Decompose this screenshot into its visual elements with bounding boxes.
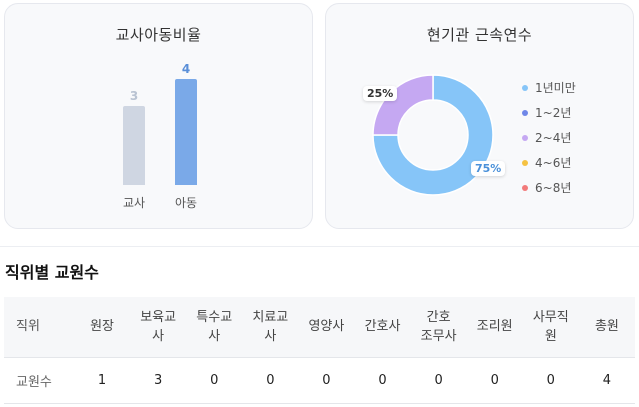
column-header: 총원 — [578, 297, 635, 358]
bar-category-label: 아동 — [174, 196, 198, 210]
column-header: 사무직 원 — [522, 297, 579, 358]
ratio-card-title: 교사아동비율 — [115, 26, 202, 44]
ratio-card: 교사아동비율 3 교사 4 아동 — [4, 3, 313, 229]
column-header: 직위 — [4, 297, 74, 358]
row-label: 교원수 — [4, 357, 74, 404]
slice-label-2-4y: 25% — [363, 86, 398, 101]
tenure-donut-chart — [372, 74, 494, 196]
table-cell: 1 — [74, 357, 131, 404]
table-cell: 0 — [410, 357, 467, 404]
table-header-row: 직위 원장 보육교 사 특수교 사 치료교 사 영양사 간호사 간호 조무사 조리원 사… — [4, 297, 635, 358]
bar-교사 — [123, 105, 145, 185]
bar-value-label: 4 — [181, 62, 191, 76]
tenure-card-title: 현기관 근속연수 — [426, 26, 533, 44]
table-cell: 0 — [298, 357, 355, 404]
table-cell: 3 — [130, 357, 187, 404]
legend-dot-icon — [522, 184, 528, 191]
legend-dot-icon — [522, 84, 528, 91]
legend-dot-icon — [522, 159, 528, 166]
bar-value-label: 3 — [129, 88, 139, 103]
legend-item: 1~2년 — [522, 100, 576, 125]
staff-section-title: 직위별 교원수 — [5, 263, 99, 282]
column-header: 간호사 — [354, 297, 411, 358]
column-header: 보육교 사 — [130, 297, 187, 358]
tenure-legend: 1년미만 1~2년 2~4년 4~6년 6~8년 — [522, 75, 576, 200]
slice-label-under-1y: 75% — [471, 161, 506, 176]
column-header: 특수교 사 — [186, 297, 243, 358]
legend-dot-icon — [522, 134, 528, 141]
legend-label: 6~8년 — [535, 181, 572, 195]
table-row: 교원수 1 3 0 0 0 0 0 0 0 4 — [4, 357, 635, 404]
legend-label: 2~4년 — [535, 131, 572, 145]
bar-category-label: 교사 — [122, 196, 146, 210]
legend-item: 2~4년 — [522, 125, 576, 150]
table-cell: 0 — [466, 357, 523, 404]
legend-label: 1년미만 — [535, 81, 576, 95]
column-header: 원장 — [74, 297, 131, 358]
section-divider — [0, 246, 639, 247]
legend-dot-icon — [522, 109, 528, 116]
table-cell: 4 — [578, 357, 635, 404]
legend-label: 4~6년 — [535, 156, 572, 170]
column-header: 조리원 — [466, 297, 523, 358]
table-cell: 0 — [186, 357, 243, 404]
staff-count-table: 직위 원장 보육교 사 특수교 사 치료교 사 영양사 간호사 간호 조무사 조리원 사… — [4, 297, 635, 404]
table-cell: 0 — [522, 357, 579, 404]
bar-아동 — [175, 79, 197, 185]
column-header: 영양사 — [298, 297, 355, 358]
table-cell: 0 — [354, 357, 411, 404]
donut-slice-1 — [372, 74, 434, 136]
legend-item: 4~6년 — [522, 150, 576, 175]
legend-item: 1년미만 — [522, 75, 576, 100]
table-cell: 0 — [242, 357, 299, 404]
legend-label: 1~2년 — [535, 106, 572, 120]
column-header: 치료교 사 — [242, 297, 299, 358]
tenure-card: 현기관 근속연수 75% 25% 1년미만 1~2년 2~4년 4~6년 6~8… — [325, 3, 634, 229]
legend-item: 6~8년 — [522, 175, 576, 200]
donut-slice-0 — [372, 74, 494, 196]
column-header: 간호 조무사 — [410, 297, 467, 358]
